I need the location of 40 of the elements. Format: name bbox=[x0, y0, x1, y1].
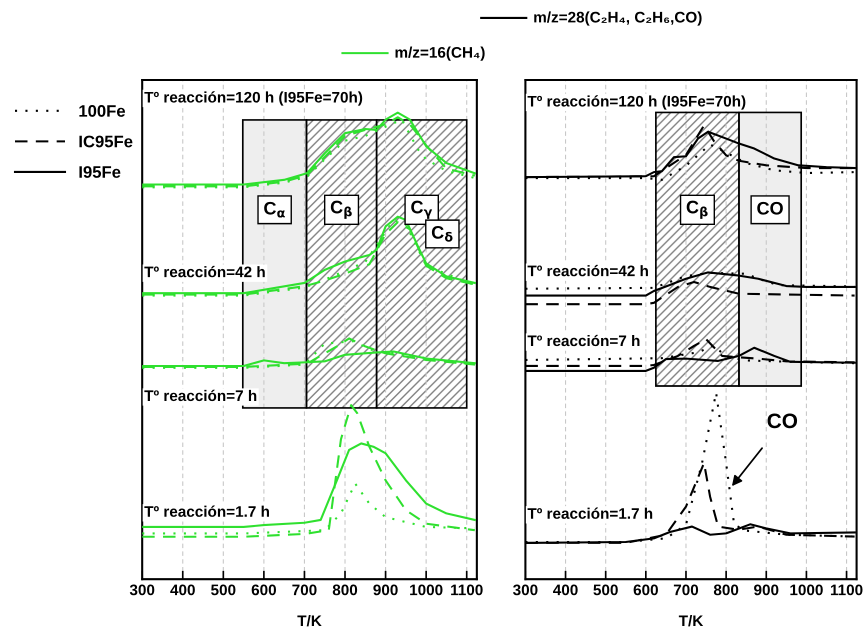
band-label: C$_{β}$ bbox=[686, 200, 708, 219]
x-tick-label: 400 bbox=[170, 584, 195, 596]
annotation: Tº reacción=42 h bbox=[528, 264, 648, 276]
text: Tº reacción=120 h (I95Fe=70h) bbox=[144, 91, 362, 106]
x-axis-title: T/K bbox=[678, 614, 704, 626]
x-tick-label: 400 bbox=[553, 584, 578, 596]
x-axis-title: T/K bbox=[297, 614, 322, 626]
legend-label: 100Fe bbox=[79, 105, 126, 117]
x-tick-label: 300 bbox=[130, 584, 154, 596]
annotation: Tº reacción=1.7 h bbox=[528, 508, 652, 519]
x-tick-label: 1000 bbox=[410, 584, 443, 596]
x-tick-label: 900 bbox=[754, 584, 778, 596]
annotation: Tº reacción=7 h bbox=[528, 334, 640, 346]
annotation: Tº reacción=42 h bbox=[144, 266, 265, 278]
legend-label: IC95Fe bbox=[79, 136, 132, 148]
x-tick-label: 1100 bbox=[451, 584, 483, 596]
band-label: C$_{α}$ bbox=[264, 202, 285, 218]
annotation: C$_{δ}$ bbox=[432, 226, 453, 242]
x-tick-label: 900 bbox=[373, 584, 398, 596]
annotation: Tº reacción=1.7 h bbox=[144, 506, 269, 517]
x-tick-label: 300 bbox=[513, 584, 538, 596]
x-tick-label: 800 bbox=[714, 584, 738, 596]
chart-title: m/z=28(C₂H₄, C₂H₆,CO) bbox=[534, 11, 702, 26]
x-tick-label: 600 bbox=[634, 584, 658, 596]
x-tick-label: 1100 bbox=[830, 584, 863, 596]
legend-label: I95Fe bbox=[79, 166, 120, 178]
x-tick-label: 500 bbox=[211, 584, 236, 596]
annotation: CO bbox=[768, 413, 798, 428]
x-tick-label: 800 bbox=[332, 584, 358, 596]
band-label: C$_{γ}$ bbox=[411, 200, 432, 219]
x-tick-label: 700 bbox=[674, 584, 698, 596]
x-tick-label: 1000 bbox=[790, 584, 823, 596]
x-tick-label: 600 bbox=[252, 584, 276, 596]
band-label: CO bbox=[757, 202, 783, 215]
band-label: C$_{β}$ bbox=[330, 200, 352, 219]
x-tick-label: 500 bbox=[593, 584, 618, 596]
text: Tº reacción=120 h (I95Fe=70h) bbox=[528, 95, 746, 110]
x-tick-label: 700 bbox=[292, 584, 317, 596]
chart-title: m/z=16(CH₄) bbox=[395, 46, 485, 61]
annotation: Tº reacción=7 h bbox=[144, 390, 256, 402]
